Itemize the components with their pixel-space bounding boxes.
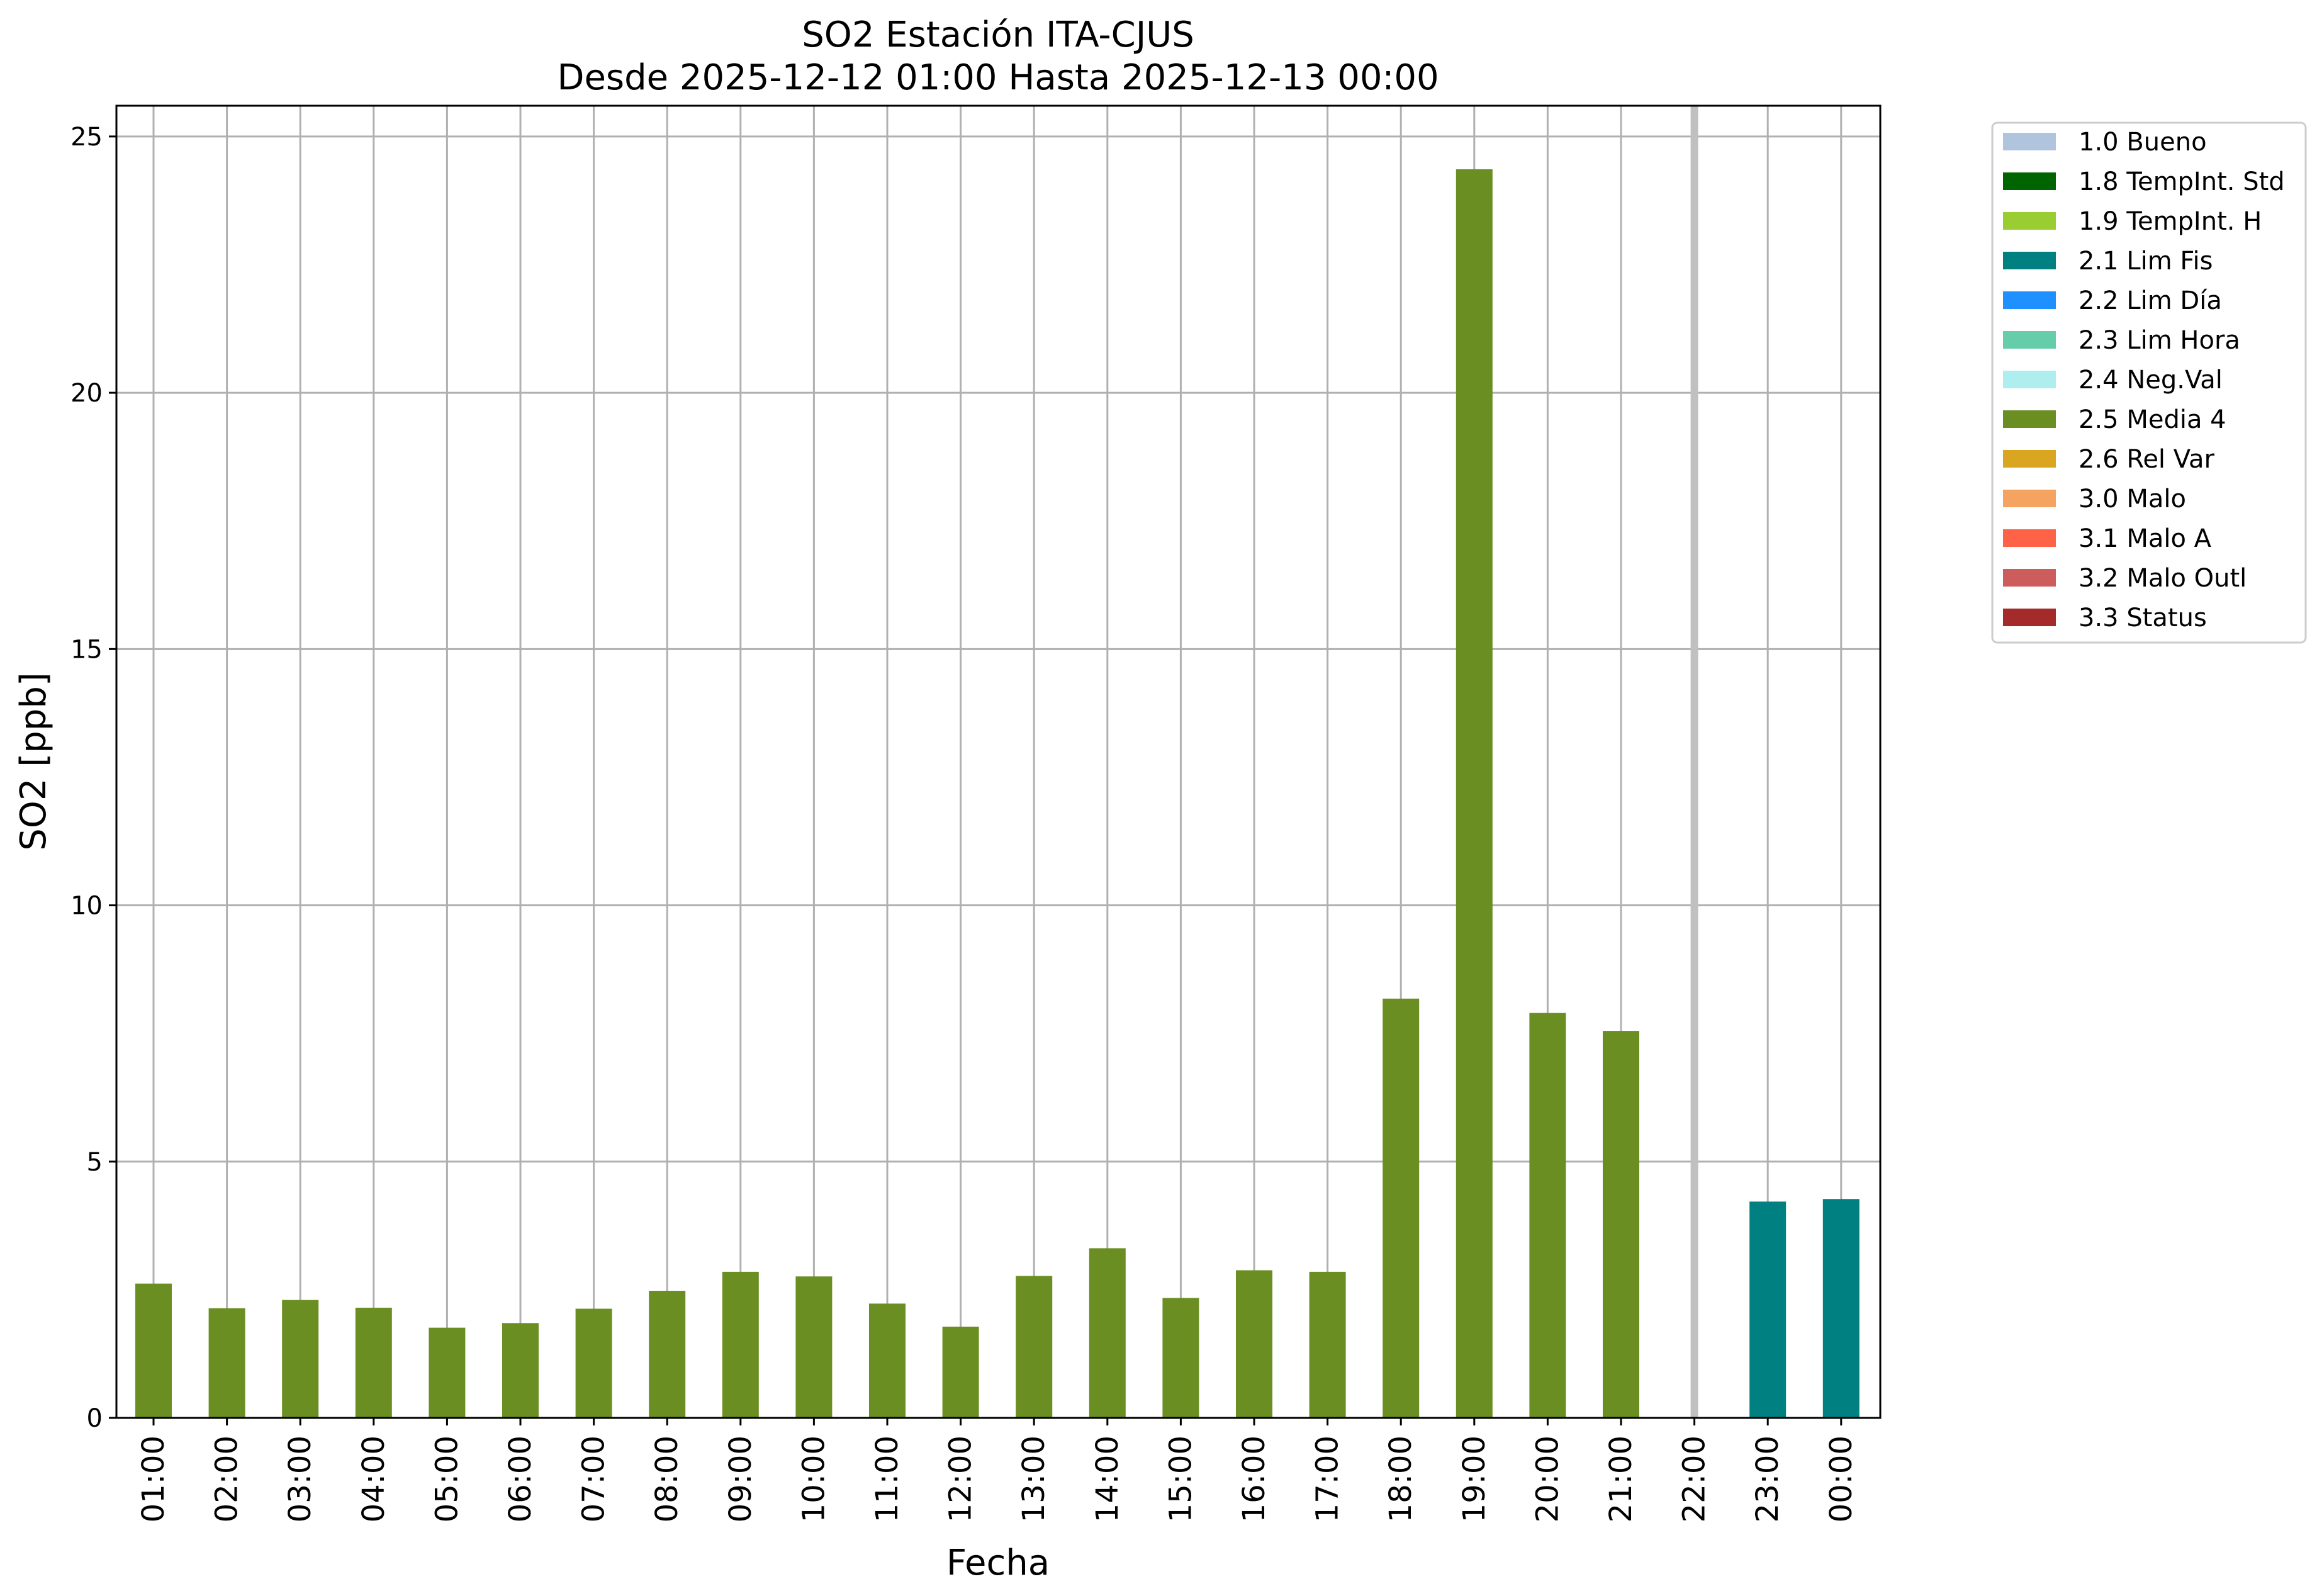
chart-title: SO2 Estación ITA-CJUS (802, 14, 1194, 55)
x-tick-label: 20:00 (1530, 1436, 1565, 1522)
y-tick-label: 20 (70, 379, 103, 408)
y-tick-label: 0 (87, 1404, 103, 1433)
legend-label: 2.2 Lim Día (2079, 286, 2222, 315)
x-tick-label: 19:00 (1457, 1436, 1492, 1522)
legend-swatch (2003, 410, 2056, 428)
bar-0600 (502, 1323, 539, 1418)
x-tick-label: 06:00 (503, 1436, 538, 1522)
bar-2300 (1749, 1201, 1787, 1418)
legend-label: 1.8 TempInt. Std (2079, 167, 2285, 196)
y-axis: 0 5 10 15 20 25 (70, 123, 116, 1433)
bar-0100 (135, 1283, 172, 1418)
y-tick-label: 10 (70, 892, 103, 921)
x-axis-label: Fecha (946, 1543, 1050, 1583)
legend-label: 2.4 Neg.Val (2079, 366, 2223, 395)
y-tick-label: 5 (87, 1148, 103, 1177)
x-tick-label: 00:00 (1824, 1436, 1859, 1522)
legend-swatch (2003, 252, 2056, 269)
legend-label: 2.3 Lim Hora (2079, 326, 2240, 355)
legend-swatch (2003, 172, 2056, 190)
bar-1100 (869, 1303, 906, 1418)
x-tick-label: 14:00 (1090, 1436, 1125, 1522)
x-tick-label: 09:00 (723, 1436, 758, 1522)
bar-0000 (1822, 1199, 1860, 1418)
legend-swatch (2003, 371, 2056, 388)
legend-label: 1.0 Bueno (2079, 128, 2207, 157)
x-tick-label: 23:00 (1750, 1436, 1785, 1522)
bar-0900 (722, 1271, 759, 1418)
x-tick-label: 16:00 (1237, 1436, 1272, 1522)
bar-1400 (1089, 1248, 1126, 1418)
bar-0700 (575, 1308, 612, 1418)
legend-swatch (2003, 529, 2056, 547)
legend-frame (1991, 121, 2307, 644)
x-tick-label: 22:00 (1677, 1436, 1712, 1522)
x-tick-label: 08:00 (649, 1436, 685, 1522)
bar-1200 (942, 1327, 979, 1418)
legend: 1.0 Bueno 1.8 TempInt. Std 1.9 TempInt. H 2… (1991, 121, 2307, 644)
missing-data-marker (1690, 106, 1698, 1418)
legend-label: 2.5 Media 4 (2079, 405, 2226, 434)
bar-1900 (1456, 169, 1493, 1418)
x-tick-label: 15:00 (1163, 1436, 1198, 1522)
legend-label: 3.3 Status (2079, 604, 2207, 632)
bar-1800 (1383, 998, 1420, 1418)
bar-0400 (355, 1307, 392, 1418)
legend-swatch (2003, 609, 2056, 626)
bar-0200 (208, 1308, 245, 1418)
legend-swatch (2003, 569, 2056, 587)
x-tick-label: 04:00 (356, 1436, 391, 1522)
legend-label: 3.1 Malo A (2079, 524, 2212, 553)
x-tick-label: 10:00 (796, 1436, 831, 1522)
legend-swatch (2003, 291, 2056, 309)
y-tick-label: 25 (70, 123, 103, 152)
legend-swatch (2003, 331, 2056, 349)
bar-1600 (1236, 1270, 1272, 1418)
x-tick-label: 01:00 (136, 1436, 171, 1522)
x-tick-label: 13:00 (1016, 1436, 1052, 1522)
legend-label: 2.1 Lim Fis (2079, 247, 2213, 276)
legend-label: 3.2 Malo Outl (2079, 564, 2247, 593)
legend-swatch (2003, 133, 2056, 150)
x-tick-label: 07:00 (576, 1436, 612, 1522)
missing-markers (1690, 106, 1698, 1418)
x-tick-label: 12:00 (943, 1436, 979, 1522)
x-tick-label: 02:00 (210, 1436, 245, 1522)
legend-label: 3.0 Malo (2079, 485, 2186, 514)
bar-0300 (282, 1300, 319, 1418)
x-tick-label: 03:00 (283, 1436, 318, 1522)
legend-label: 2.6 Rel Var (2079, 445, 2215, 474)
x-tick-label: 11:00 (870, 1436, 905, 1522)
legend-swatch (2003, 212, 2056, 230)
bar-2100 (1603, 1031, 1639, 1418)
bar-1700 (1309, 1271, 1346, 1418)
plot-area-frame (115, 104, 1882, 1419)
bars (135, 169, 1860, 1418)
legend-swatch (2003, 490, 2056, 507)
bar-0800 (649, 1291, 686, 1418)
x-tick-label: 05:00 (429, 1436, 464, 1522)
x-tick-label: 18:00 (1383, 1436, 1418, 1522)
y-tick-label: 15 (70, 635, 103, 664)
x-tick-label: 21:00 (1603, 1436, 1639, 1522)
y-axis-label: SO2 [ppb] (13, 672, 54, 850)
bar-1000 (795, 1276, 833, 1418)
legend-swatch (2003, 450, 2056, 468)
x-axis: 01:00 02:00 03:00 04:00 05:00 06:00 07:00 08:00… (136, 1418, 1859, 1522)
bar-1300 (1016, 1276, 1053, 1418)
x-tick-label: 17:00 (1310, 1436, 1345, 1522)
bar-1500 (1162, 1298, 1199, 1418)
bar-0500 (429, 1327, 466, 1418)
legend-label: 1.9 TempInt. H (2079, 207, 2262, 236)
chart-subtitle: Desde 2025-12-12 01:00 Hasta 2025-12-13 … (557, 57, 1439, 98)
bar-2000 (1529, 1013, 1566, 1418)
